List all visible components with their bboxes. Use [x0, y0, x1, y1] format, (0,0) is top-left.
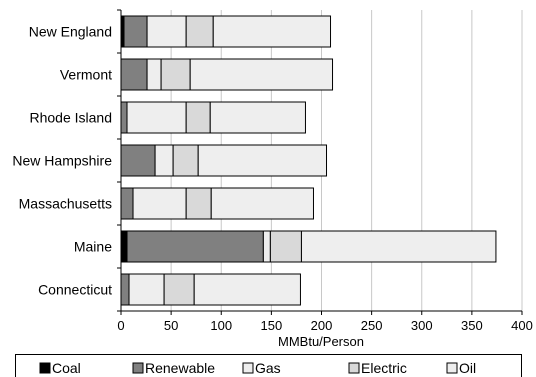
bar-vermont-renewable [120, 58, 148, 91]
legend-label-renewable: Renewable [145, 360, 215, 376]
bar-maine-electric [269, 230, 302, 263]
category-labels: New England Vermont Rhode Island New Hampsh… [12, 24, 112, 298]
legend: Coal Renewable Gas Electric Oil [15, 354, 522, 377]
bar-maine-coal [120, 230, 128, 263]
bar-rhode-island-renewable [120, 101, 128, 134]
bar-connecticut-oil [193, 273, 301, 306]
x-tick-label-50: 50 [164, 318, 178, 333]
bar-rhode-island-gas [126, 101, 187, 134]
legend-swatch-electric [348, 362, 360, 374]
x-tick-label-100: 100 [210, 318, 232, 333]
category-label-rhode-island: Rhode Island [29, 110, 112, 126]
bar-new-hampshire-gas [154, 144, 174, 177]
x-tick-label-250: 250 [361, 318, 383, 333]
category-label-connecticut: Connecticut [38, 282, 112, 298]
x-tick-label-300: 300 [411, 318, 433, 333]
bar-new-england-gas [146, 15, 187, 48]
legend-swatch-oil [446, 362, 458, 374]
x-tick-labels: 0 50 100 150 200 250 300 350 400 [117, 318, 532, 333]
bar-massachusetts-oil [210, 187, 314, 220]
bar-new-england-renewable [123, 15, 148, 48]
category-label-new-hampshire: New Hampshire [12, 153, 112, 169]
bar-massachusetts-electric [185, 187, 212, 220]
bar-massachusetts-renewable [120, 187, 134, 220]
bar-vermont-electric [160, 58, 191, 91]
bar-maine-oil [300, 230, 497, 263]
x-tick-label-350: 350 [461, 318, 483, 333]
bar-new-england-electric [185, 15, 214, 48]
category-label-maine: Maine [74, 239, 112, 255]
bar-connecticut-electric [163, 273, 195, 306]
legend-label-coal: Coal [52, 360, 81, 376]
x-tick-label-150: 150 [261, 318, 283, 333]
bar-vermont-oil [189, 58, 334, 91]
legend-label-oil: Oil [459, 360, 476, 376]
legend-swatch-coal [39, 362, 51, 374]
bar-vermont-gas [146, 58, 162, 91]
x-tick-label-0: 0 [117, 318, 124, 333]
x-tick-label-400: 400 [511, 318, 533, 333]
bar-rhode-island-oil [209, 101, 306, 134]
legend-label-gas: Gas [255, 360, 281, 376]
bar-massachusetts-gas [132, 187, 187, 220]
category-label-new-england: New England [29, 24, 112, 40]
bar-new-hampshire-renewable [120, 144, 156, 177]
x-axis-title: MMBtu/Person [278, 334, 364, 349]
category-label-massachusetts: Massachusetts [19, 196, 112, 212]
bar-maine-renewable [126, 230, 264, 263]
x-tick-label-200: 200 [311, 318, 333, 333]
axes [117, 9, 523, 315]
bar-maine-gas [262, 230, 271, 263]
category-label-vermont: Vermont [60, 67, 112, 83]
bar-new-hampshire-electric [172, 144, 199, 177]
legend-label-electric: Electric [361, 360, 407, 376]
bars [120, 15, 497, 306]
bar-connecticut-renewable [120, 273, 130, 306]
legend-swatch-gas [242, 362, 254, 374]
bar-rhode-island-electric [185, 101, 211, 134]
legend-swatch-renewable [132, 362, 144, 374]
bar-connecticut-gas [128, 273, 165, 306]
bar-new-england-oil [212, 15, 332, 48]
bar-new-hampshire-oil [197, 144, 328, 177]
